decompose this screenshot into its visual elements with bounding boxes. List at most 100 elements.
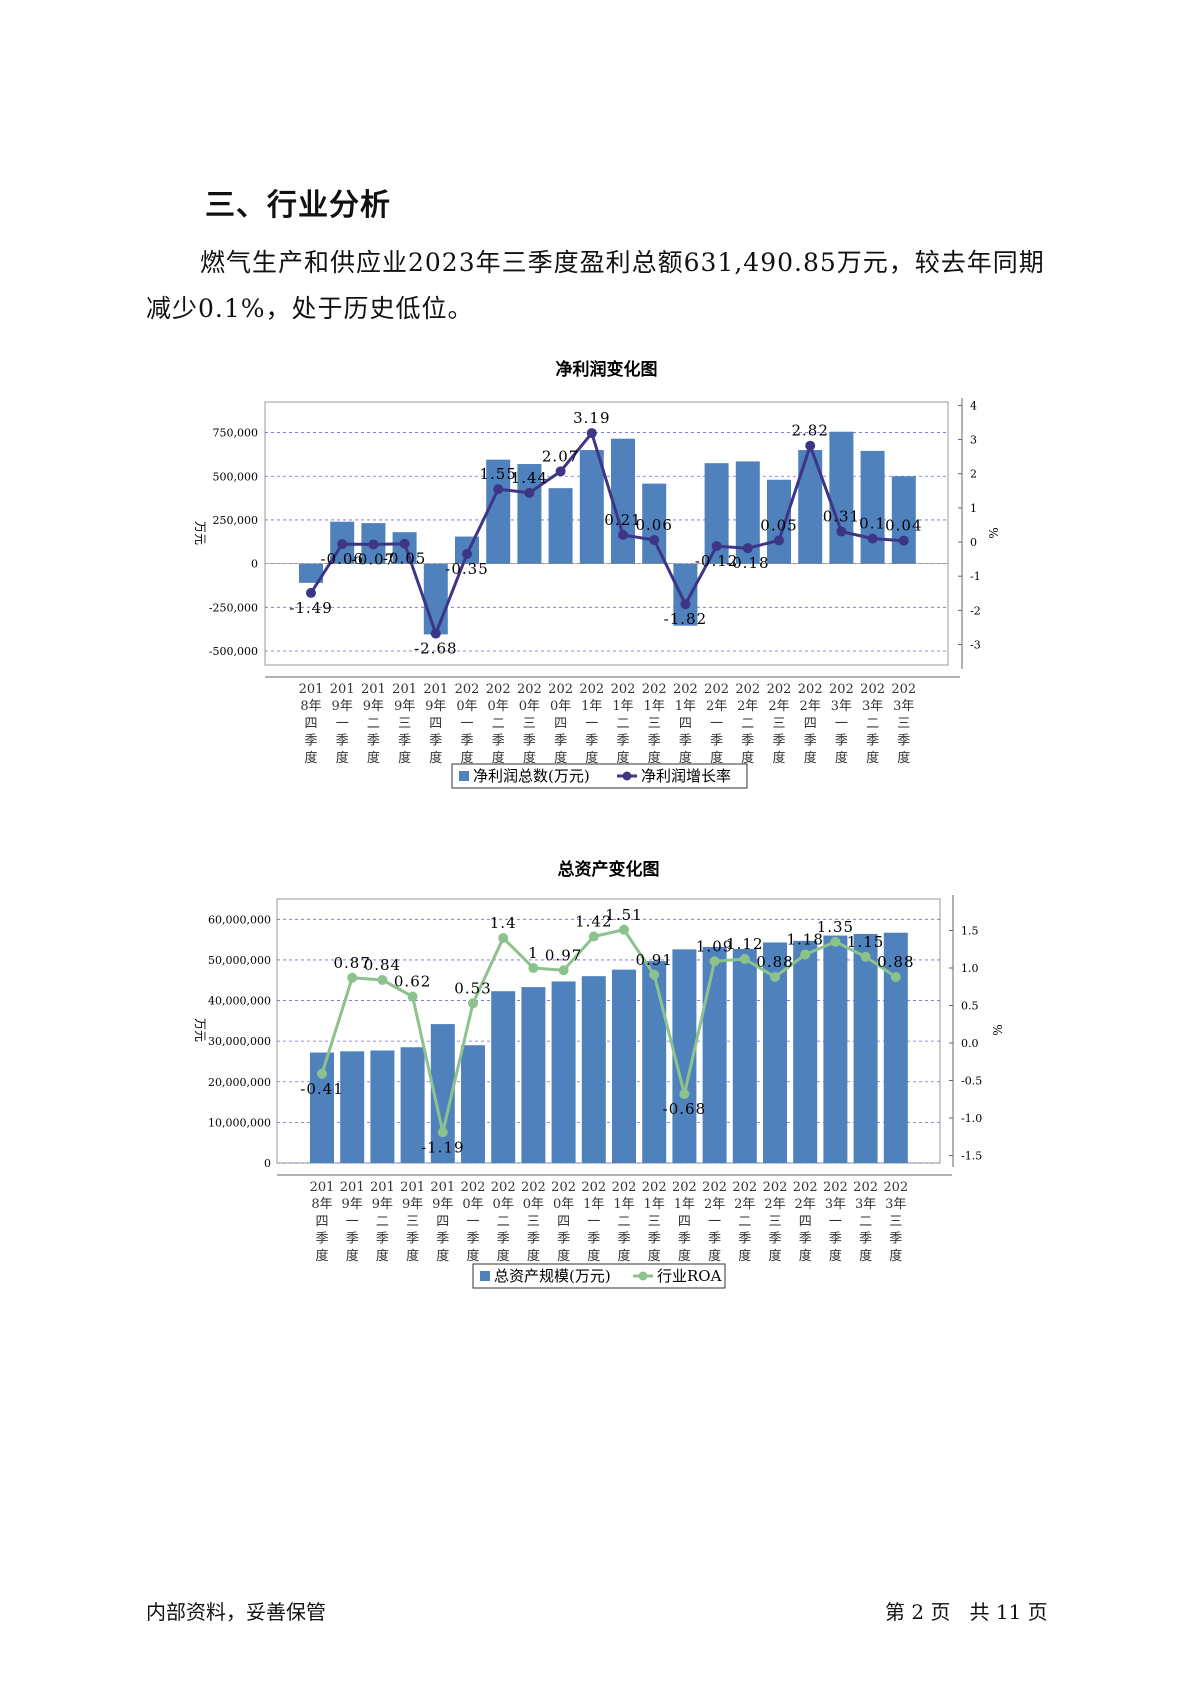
- legend-point-swatch: [638, 1271, 648, 1281]
- y-tick-label: 30,000,000: [208, 1035, 271, 1048]
- x-tick-label: 202 3年二季度: [860, 682, 885, 766]
- y2-tick-label: -0.5: [961, 1075, 982, 1088]
- x-tick-label: 202 2年一季度: [704, 682, 729, 766]
- data-label: -0.12: [695, 552, 738, 570]
- y2-tick-label: 0.0: [961, 1037, 979, 1050]
- series-point: [679, 1089, 690, 1099]
- x-tick-label: 202 2年二季度: [732, 1180, 757, 1264]
- x-tick-label: 202 2年一季度: [702, 1180, 727, 1264]
- bar: [891, 476, 916, 564]
- x-tick-label: 202 2年四季度: [793, 1180, 818, 1264]
- series-point: [430, 628, 441, 639]
- bar: [581, 976, 606, 1163]
- y-tick-label: 10,000,000: [208, 1116, 271, 1129]
- y-tick-label: 750,000: [213, 427, 259, 440]
- data-label: 2.82: [791, 422, 828, 440]
- legend-label: 净利润增长率: [641, 767, 731, 785]
- bar: [579, 450, 604, 564]
- y-tick-label: 0: [264, 1157, 271, 1170]
- series-point: [739, 954, 750, 964]
- series-point: [588, 931, 599, 942]
- legend-label: 行业ROA: [657, 1267, 722, 1285]
- bar: [461, 1045, 485, 1163]
- y-tick-label: 20,000,000: [208, 1076, 271, 1089]
- series-point: [555, 466, 566, 477]
- data-label: -0.68: [663, 1100, 706, 1118]
- data-label: 1.09: [696, 937, 733, 955]
- section-heading: 三、行业分析: [205, 188, 391, 223]
- series-point: [437, 1127, 448, 1138]
- data-label: 0.06: [635, 516, 672, 534]
- y-axis-label: 万元: [193, 521, 207, 545]
- y-tick-label: 0: [251, 558, 258, 571]
- net-profit-chart: 净利润变化图 -500,000 -250,000 0 250,000 500,000 750…: [193, 359, 1001, 789]
- series-line: [320, 928, 897, 1133]
- x-tick-label: 202 1年四季度: [673, 682, 698, 766]
- data-label: 0.05: [760, 516, 797, 534]
- x-tick-label: 202 3年三季度: [883, 1180, 908, 1264]
- series-point: [711, 541, 722, 552]
- series-point: [649, 534, 660, 545]
- bar: [793, 940, 818, 1163]
- x-tick-label: 202 0年四季度: [548, 682, 573, 766]
- chart-title: 净利润变化图: [556, 359, 658, 380]
- bar: [823, 935, 848, 1163]
- series-line: [309, 429, 904, 638]
- x-tick-label: 201 8年四季度: [310, 1180, 335, 1264]
- data-label: 1.4: [490, 914, 517, 932]
- legend-frame: [472, 1263, 726, 1289]
- series-point: [377, 975, 388, 985]
- legend-label: 总资产规模(万元): [494, 1267, 611, 1285]
- series-point: [317, 1068, 327, 1079]
- bar: [829, 431, 854, 564]
- bar: [673, 563, 698, 626]
- series-point: [867, 533, 878, 544]
- y-tick-label: 250,000: [213, 514, 259, 527]
- data-label: -1.82: [664, 610, 707, 628]
- legend-point-swatch: [622, 771, 632, 781]
- data-label: -0.35: [445, 560, 488, 578]
- series-point: [337, 539, 348, 550]
- x-tick-label: 201 9年三季度: [392, 682, 417, 766]
- bar: [423, 563, 448, 635]
- data-label: 1.44: [511, 469, 548, 487]
- x-tick-label: 202 2年三季度: [767, 682, 792, 766]
- series-point: [830, 936, 841, 947]
- x-tick-label: 201 9年三季度: [400, 1180, 425, 1264]
- x-tick-label: 201 9年四季度: [423, 682, 448, 766]
- series-point: [680, 599, 691, 610]
- x-tick-label: 202 2年二季度: [735, 682, 760, 766]
- data-label: 1: [528, 944, 539, 962]
- x-tick-label: 202 1年二季度: [612, 1180, 637, 1264]
- y-tick-label: 60,000,000: [208, 913, 271, 926]
- x-tick-label: 202 1年二季度: [611, 682, 636, 766]
- series-point: [493, 484, 504, 495]
- data-label: -1.19: [421, 1138, 464, 1156]
- y2-tick-label: -2: [970, 604, 981, 617]
- x-tick-label: 202 3年一季度: [829, 682, 854, 766]
- series-point: [800, 949, 811, 960]
- data-label: 0.1: [859, 515, 886, 533]
- x-tick-label: 202 3年一季度: [823, 1180, 848, 1264]
- total-assets-chart: 总资产变化图 0 10,000,000 20,000,000 30,000,000 40,…: [193, 859, 1005, 1289]
- data-label: -0.41: [300, 1080, 343, 1098]
- data-label: 1.35: [817, 918, 854, 936]
- series-point: [468, 998, 478, 1009]
- data-label: -0.06: [320, 550, 363, 568]
- data-label: 2.07: [542, 447, 579, 465]
- data-label: 1.18: [786, 931, 823, 949]
- bar: [491, 991, 516, 1163]
- series-point: [524, 487, 535, 498]
- y2-tick-label: 3: [970, 434, 977, 447]
- bar: [551, 981, 576, 1163]
- data-label: 0.88: [877, 953, 914, 971]
- series-point: [898, 535, 909, 546]
- y-axis-label: 万元: [193, 1018, 207, 1042]
- bar: [860, 450, 885, 564]
- data-label: 0.88: [756, 953, 793, 971]
- legend-label: 净利润总数(万元): [473, 767, 590, 785]
- y2-tick-label: 0: [970, 536, 977, 549]
- data-label: 1.15: [847, 933, 884, 951]
- series-point: [649, 969, 660, 980]
- x-tick-label: 202 3年二季度: [853, 1180, 878, 1264]
